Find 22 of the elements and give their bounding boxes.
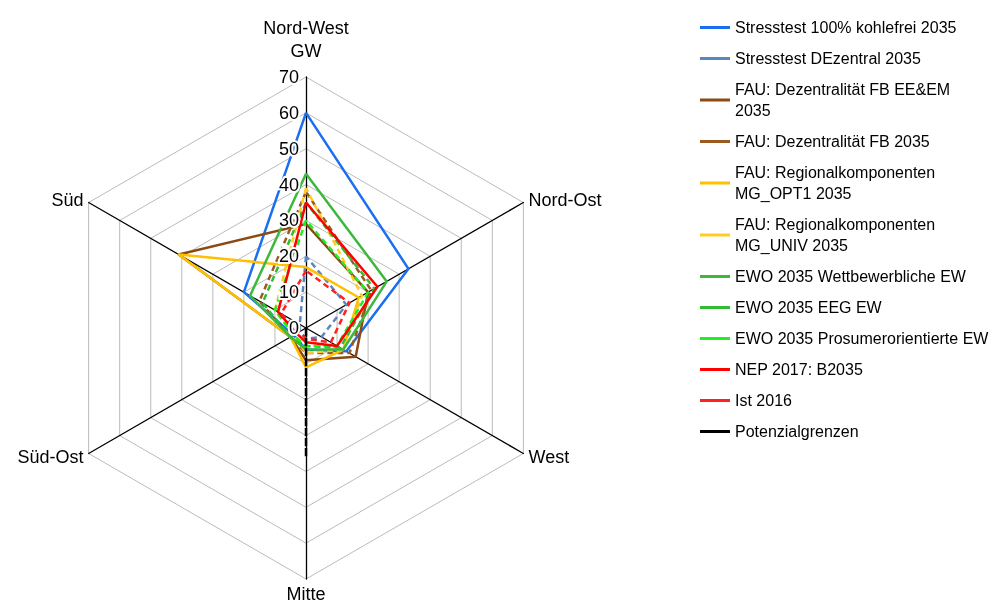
legend-label: Ist 2016: [735, 392, 793, 409]
legend-label: NEP 2017: B2035: [735, 361, 863, 378]
legend-label: FAU: Dezentralität FB EE&EM 2035: [735, 81, 955, 119]
legend-label: Potenzialgrenzen: [735, 423, 859, 440]
spoke-label: Nord-Ost: [528, 189, 602, 210]
spoke-label: Nord-West: [263, 18, 349, 38]
spoke-label: Mitte: [286, 584, 326, 604]
legend-label: EWO 2035 Prosumerorientierte EW: [735, 330, 990, 347]
legend-label: Stresstest DEzentral 2035: [735, 50, 921, 67]
text: GW: [290, 41, 322, 61]
legend-label: Stresstest 100% kohlefrei 2035: [735, 19, 957, 36]
legend-label: FAU: Regionalkomponenten MG_UNIV 2035: [735, 216, 940, 255]
y-tick-label: 70: [278, 67, 299, 87]
spoke-label: Süd-Ost: [17, 446, 84, 467]
y-tick-label: 60: [278, 102, 299, 123]
legend-label: EWO 2035 EEG EW: [735, 299, 883, 316]
legend-label: FAU: Dezentralität FB 2035: [735, 133, 930, 150]
spoke-label: Süd: [51, 189, 84, 210]
y-tick-label: 0: [288, 318, 299, 338]
legend-label: FAU: Regionalkomponenten MG_OPT1 2035: [735, 164, 940, 203]
spoke-label: West: [528, 446, 570, 467]
legend-label: EWO 2035 Wettbewerbliche EW: [735, 268, 967, 285]
